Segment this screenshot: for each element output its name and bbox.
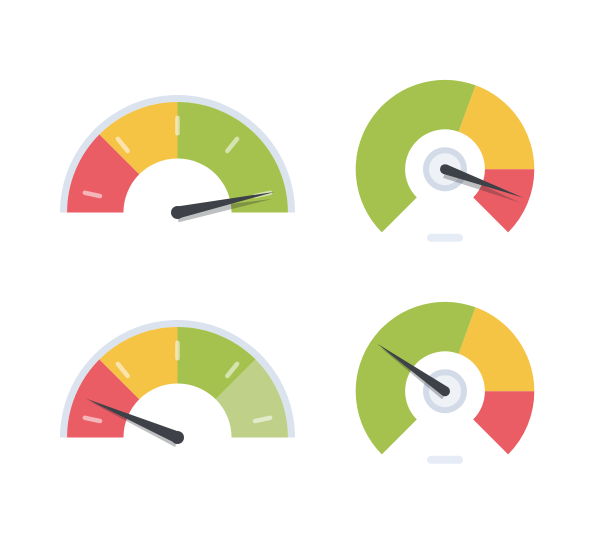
- gauge-segment: [178, 102, 288, 212]
- gauge-hub-dot: [440, 164, 450, 174]
- gauge-hub-dot: [171, 431, 184, 444]
- gauge-dash: [427, 234, 463, 242]
- gauge-svg: [335, 78, 555, 268]
- stage: [0, 0, 612, 534]
- gauge-tick: [175, 341, 180, 361]
- gauge-tick: [175, 116, 180, 136]
- gauge-tr: [335, 78, 555, 268]
- gauge-svg: [60, 320, 295, 455]
- gauge-hub-dot: [440, 386, 450, 396]
- gauge-tl: [60, 95, 295, 230]
- gauge-br: [335, 300, 555, 490]
- gauge-dash: [427, 456, 463, 464]
- gauge-hub-dot: [171, 206, 184, 219]
- gauge-bl: [60, 320, 295, 455]
- gauge-svg: [335, 300, 555, 490]
- gauge-svg: [60, 95, 295, 230]
